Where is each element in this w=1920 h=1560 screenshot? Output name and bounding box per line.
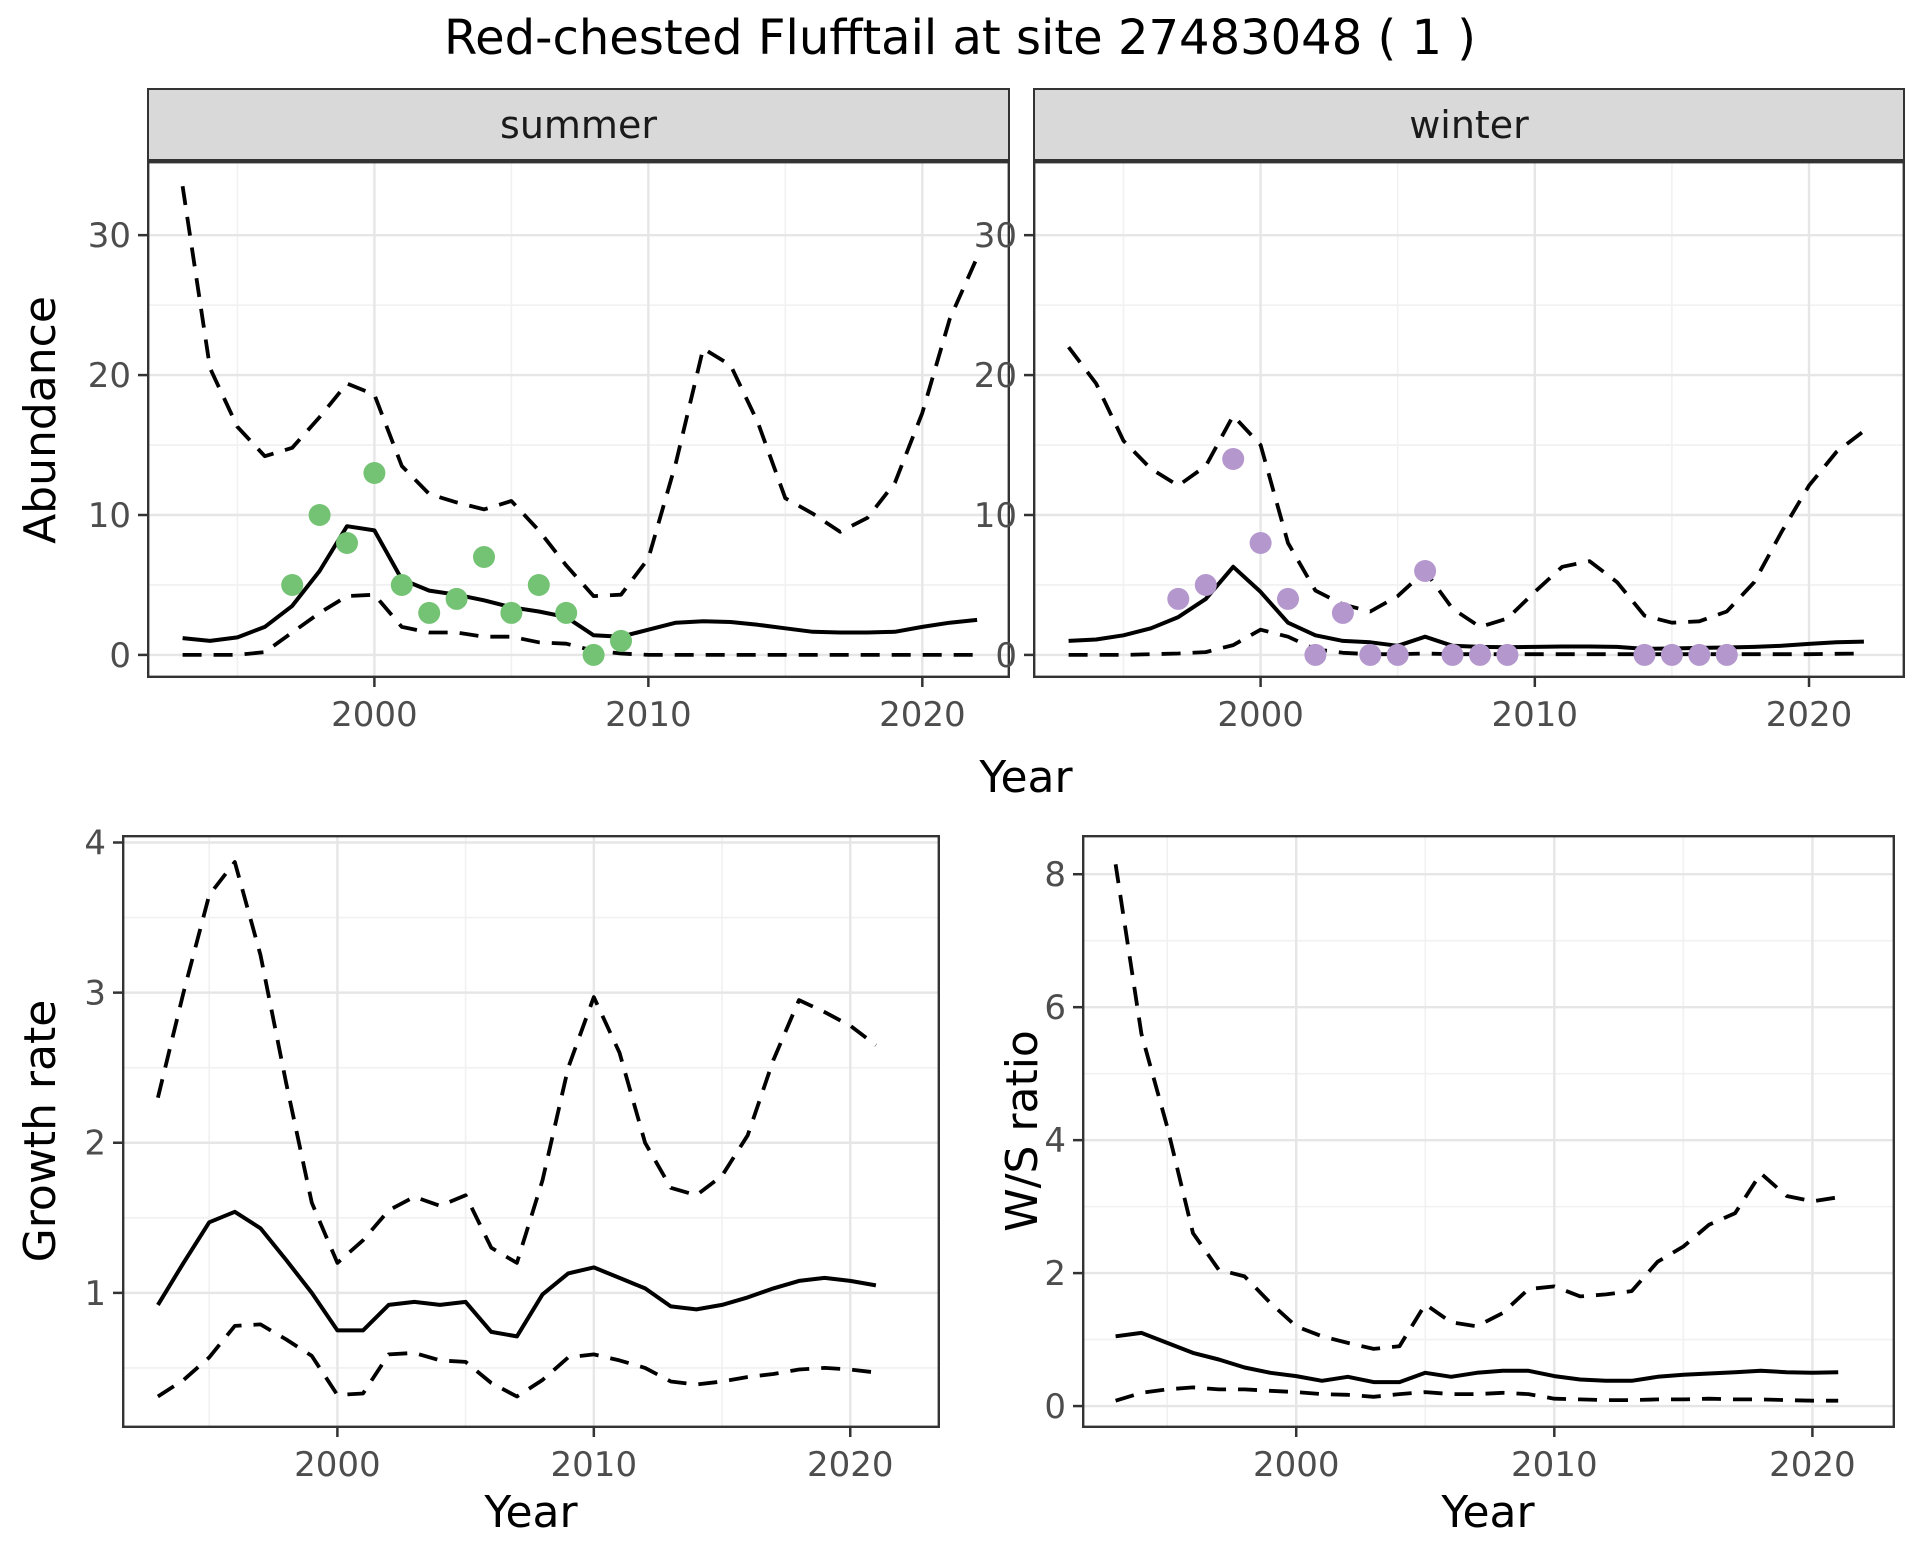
observation-point [1194, 574, 1217, 596]
x-tick-label: 2000 [294, 1445, 381, 1485]
observation-point [555, 601, 578, 624]
y-tick-label: 8 [1044, 855, 1066, 895]
x-tick-label: 2000 [1217, 695, 1304, 735]
abundance_winter-plot: 2000 2010 2020 0 10 20 30 [974, 161, 1905, 735]
observation-point [1386, 643, 1409, 666]
ws_ratio-plot: 2000 2010 2020 0 2 4 6 8 [1044, 835, 1895, 1485]
upper-ci-line [1067, 345, 1866, 629]
upper-ci-line [180, 185, 979, 599]
y-tick-label: 20 [88, 356, 131, 396]
upper-ci-line [1113, 864, 1839, 1351]
y-tick-label: 30 [974, 216, 1017, 256]
y-axis-title-growth-rate: Growth rate [14, 999, 66, 1263]
observation-point [1222, 448, 1245, 470]
x-tick-label: 2010 [551, 1445, 638, 1485]
x-tick-label: 2000 [331, 695, 418, 735]
median-line [182, 524, 978, 643]
y-tick-label: 30 [88, 216, 131, 256]
upper-ci-line [156, 860, 878, 1265]
y-axis-title-ws-ratio: W/S ratio [996, 1030, 1048, 1232]
x-axis-title-year-top: Year [979, 752, 1073, 803]
panel-border [1082, 835, 1895, 1428]
observation-point [1277, 587, 1299, 610]
observation-point [1304, 643, 1327, 666]
x-tick-label: 2000 [1253, 1445, 1340, 1485]
facet-strip-summer: summer [147, 88, 1010, 161]
observation-point [281, 574, 304, 596]
y-tick-label: 3 [84, 974, 106, 1014]
observation-point [1331, 601, 1354, 624]
observation-point [1441, 643, 1464, 666]
x-tick-label: 2020 [1769, 1445, 1856, 1485]
y-tick-label: 4 [84, 823, 106, 863]
y-tick-label: 0 [109, 636, 131, 676]
lower-ci-line [156, 1322, 877, 1399]
y-tick-label: 0 [1044, 1387, 1066, 1427]
x-tick-label: 2010 [605, 695, 692, 735]
observation-point [1633, 643, 1656, 666]
observation-point [1167, 587, 1190, 610]
y-tick-label: 2 [1044, 1254, 1066, 1294]
x-axis-title-year-bottom-right: Year [1441, 1487, 1535, 1538]
x-axis-title-year-bottom-left: Year [484, 1487, 578, 1538]
x-tick-label: 2020 [879, 695, 966, 735]
observation-point [582, 643, 605, 666]
observation-point [1359, 643, 1382, 666]
observation-point [1469, 643, 1491, 666]
observation-point [1688, 643, 1711, 666]
observation-point [418, 601, 441, 624]
observation-point [500, 601, 523, 624]
observation-point [610, 629, 632, 652]
median-line [156, 1209, 877, 1339]
lower-ci-line [1068, 627, 1864, 657]
observation-point [336, 532, 358, 554]
observation-point [527, 574, 550, 596]
observation-point [308, 504, 331, 526]
lower-ci-line [182, 592, 978, 657]
y-tick-label: 4 [1044, 1121, 1066, 1161]
panel-background [1033, 161, 1905, 678]
observation-point [473, 546, 495, 568]
panel-border [147, 161, 1010, 678]
y-tick-label: 6 [1044, 988, 1066, 1028]
x-tick-label: 2010 [1511, 1445, 1598, 1485]
x-tick-label: 2020 [807, 1445, 894, 1485]
panel-background [147, 161, 1010, 678]
observation-point [363, 462, 386, 484]
panel-border [122, 835, 940, 1428]
observation-point [445, 587, 468, 610]
y-axis-title-abundance: Abundance [14, 296, 66, 544]
y-tick-label: 2 [84, 1124, 106, 1164]
facet-label-summer: summer [500, 102, 657, 147]
y-tick-label: 1 [84, 1274, 106, 1314]
panel-border [1033, 161, 1905, 678]
facet-label-winter: winter [1409, 102, 1529, 147]
observation-point [1715, 643, 1738, 666]
panel-background [1082, 835, 1895, 1428]
y-tick-label: 20 [974, 356, 1017, 396]
observation-point [1414, 560, 1437, 582]
observation-point [1660, 643, 1683, 666]
y-tick-label: 0 [995, 636, 1017, 676]
x-tick-label: 2020 [1766, 695, 1853, 735]
x-tick-label: 2010 [1492, 695, 1579, 735]
lower-ci-line [1115, 1385, 1839, 1403]
abundance_summer-plot: 2000 2010 2020 0 10 20 30 [88, 161, 1010, 735]
plot-title: Red-chested Flufftail at site 27483048 (… [443, 10, 1477, 66]
observation-point [1249, 532, 1272, 554]
y-tick-label: 10 [974, 496, 1017, 536]
observation-point [390, 574, 413, 596]
observation-point [1496, 643, 1519, 666]
facet-strip-winter: winter [1033, 88, 1905, 161]
panel-background [122, 835, 940, 1428]
median-line [1115, 1330, 1839, 1385]
y-tick-label: 10 [88, 496, 131, 536]
growth_rate-plot: 2000 2010 2020 1 2 3 4 [84, 823, 940, 1485]
